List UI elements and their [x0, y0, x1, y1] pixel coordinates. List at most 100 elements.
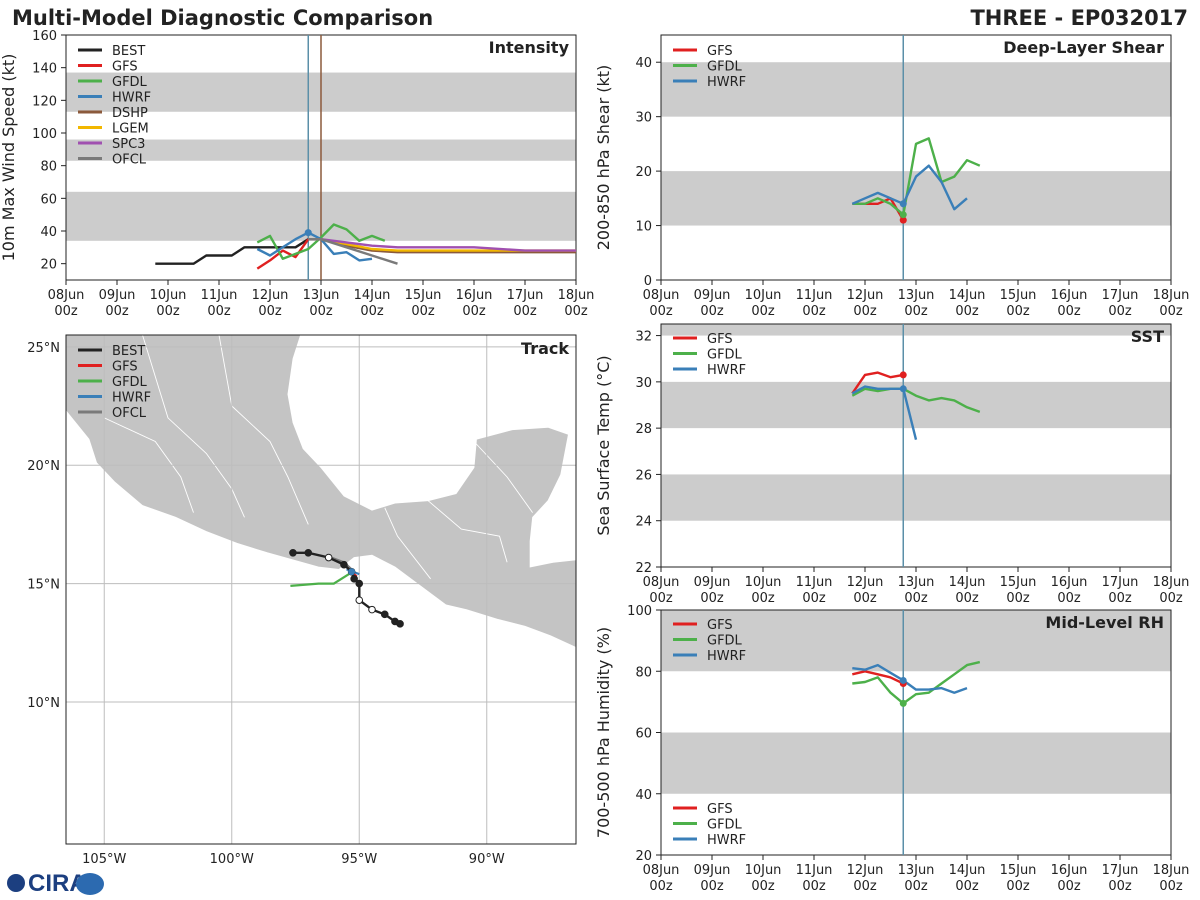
x-tick-label: 09Jun — [694, 575, 731, 590]
y-tick-label: 80 — [40, 160, 57, 175]
x-tick-label: 00z — [802, 879, 826, 894]
x-tick-label: 17Jun — [1102, 863, 1139, 878]
y-tick-label: 100 — [32, 127, 57, 142]
x-tick-label: 15Jun — [1000, 288, 1037, 303]
panel-title: Deep-Layer Shear — [1003, 38, 1164, 57]
x-tick-label: 00z — [411, 304, 435, 319]
x-tick-label: 12Jun — [847, 863, 884, 878]
x-tick-label: 00z — [700, 879, 724, 894]
x-tick-label: 11Jun — [796, 288, 833, 303]
y-tick-label: 20 — [40, 258, 57, 273]
x-tick-label: 00z — [751, 304, 775, 319]
x-tick-label: 17Jun — [1102, 575, 1139, 590]
x-tick-label: 00z — [54, 304, 78, 319]
x-tick-label: 00z — [853, 304, 877, 319]
panel-title: Mid-Level RH — [1045, 613, 1164, 632]
x-tick-label: 14Jun — [354, 288, 391, 303]
state-border — [104, 417, 194, 513]
x-tick-label: 18Jun — [558, 288, 595, 303]
y-axis-label: 200-850 hPa Shear (kt) — [594, 65, 613, 251]
latitude-label: 20°N — [27, 459, 60, 474]
x-tick-label: 10Jun — [745, 863, 782, 878]
panel-sst: 08Jun00z09Jun00z10Jun00z11Jun00z12Jun00z… — [594, 323, 1189, 606]
x-tick-label: 00z — [156, 304, 180, 319]
y-tick-label: 26 — [635, 468, 652, 483]
y-tick-label: 40 — [40, 225, 57, 240]
longitude-label: 105°W — [82, 852, 126, 867]
current-value-marker — [899, 216, 907, 224]
x-tick-label: 00z — [105, 304, 129, 319]
threshold-band — [661, 324, 1171, 336]
threshold-band — [661, 474, 1171, 521]
legend-label: GFS — [112, 360, 138, 375]
x-tick-label: 00z — [649, 304, 673, 319]
x-tick-label: 00z — [955, 591, 979, 606]
current-value-marker — [899, 676, 907, 684]
y-tick-label: 100 — [627, 604, 652, 619]
legend-label: GFDL — [707, 60, 743, 75]
best-track-point — [368, 605, 376, 614]
latitude-label: 15°N — [27, 578, 60, 593]
series-line-gfdl — [851, 387, 981, 414]
best-track-point — [391, 617, 399, 626]
series-line-spc3 — [308, 237, 576, 252]
series-line-gfs — [851, 371, 904, 395]
logo-globe-icon — [7, 874, 25, 892]
y-tick-label: 140 — [32, 62, 57, 77]
x-tick-label: 13Jun — [303, 288, 340, 303]
y-tick-label: 24 — [635, 515, 652, 530]
x-tick-label: 00z — [751, 879, 775, 894]
y-tick-label: 28 — [635, 422, 652, 437]
legend-label: OFCL — [112, 406, 147, 421]
x-tick-label: 08Jun — [643, 288, 680, 303]
x-tick-label: 08Jun — [643, 575, 680, 590]
y-tick-label: 0 — [644, 274, 652, 289]
longitude-label: 90°W — [469, 852, 505, 867]
longitude-label: 100°W — [210, 852, 254, 867]
best-track-point — [289, 549, 297, 557]
x-tick-label: 17Jun — [507, 288, 544, 303]
panel-title: Track — [521, 339, 569, 358]
legend-label: SPC3 — [112, 137, 145, 152]
x-tick-label: 00z — [1006, 591, 1030, 606]
legend-label: BEST — [112, 344, 145, 359]
legend-label: GFDL — [707, 634, 743, 649]
x-tick-label: 00z — [955, 304, 979, 319]
y-tick-label: 40 — [635, 788, 652, 803]
state-border — [142, 335, 245, 518]
y-tick-label: 60 — [635, 727, 652, 742]
legend-label: GFS — [707, 332, 733, 347]
current-value-marker — [899, 211, 907, 219]
y-tick-label: 60 — [40, 192, 57, 207]
x-tick-label: 12Jun — [847, 288, 884, 303]
x-tick-label: 00z — [904, 304, 928, 319]
legend-label: GFDL — [707, 818, 743, 833]
x-tick-label: 00z — [1159, 591, 1183, 606]
panel-track: 105°W 100°W 95°W 90°W 10°N 15°N 20°N 25°N Track B… — [27, 334, 577, 867]
x-tick-label: 00z — [649, 879, 673, 894]
x-tick-label: 00z — [904, 879, 928, 894]
legend-label: GFDL — [112, 75, 148, 90]
threshold-band — [661, 610, 1171, 672]
legend-label: DSHP — [112, 106, 148, 121]
x-tick-label: 00z — [1057, 304, 1081, 319]
x-tick-label: 10Jun — [745, 575, 782, 590]
map-area — [66, 335, 576, 844]
current-value-marker — [899, 371, 907, 379]
legend-label: GFS — [707, 618, 733, 633]
storm-id: THREE - EP032017 — [970, 6, 1188, 30]
state-border — [473, 441, 533, 513]
x-tick-label: 00z — [1108, 879, 1132, 894]
x-tick-label: 12Jun — [252, 288, 289, 303]
threshold-band — [661, 732, 1171, 794]
logo-emblem-icon — [76, 873, 104, 895]
y-tick-label: 80 — [635, 665, 652, 680]
legend-label: GFS — [112, 60, 138, 75]
x-tick-label: 00z — [1108, 591, 1132, 606]
y-axis-label: 10m Max Wind Speed (kt) — [0, 54, 18, 262]
series-line-hwrf — [256, 231, 373, 262]
x-tick-label: 15Jun — [405, 288, 442, 303]
x-tick-label: 14Jun — [949, 288, 986, 303]
y-tick-label: 120 — [32, 94, 57, 109]
track-line-gfdl — [290, 573, 350, 587]
